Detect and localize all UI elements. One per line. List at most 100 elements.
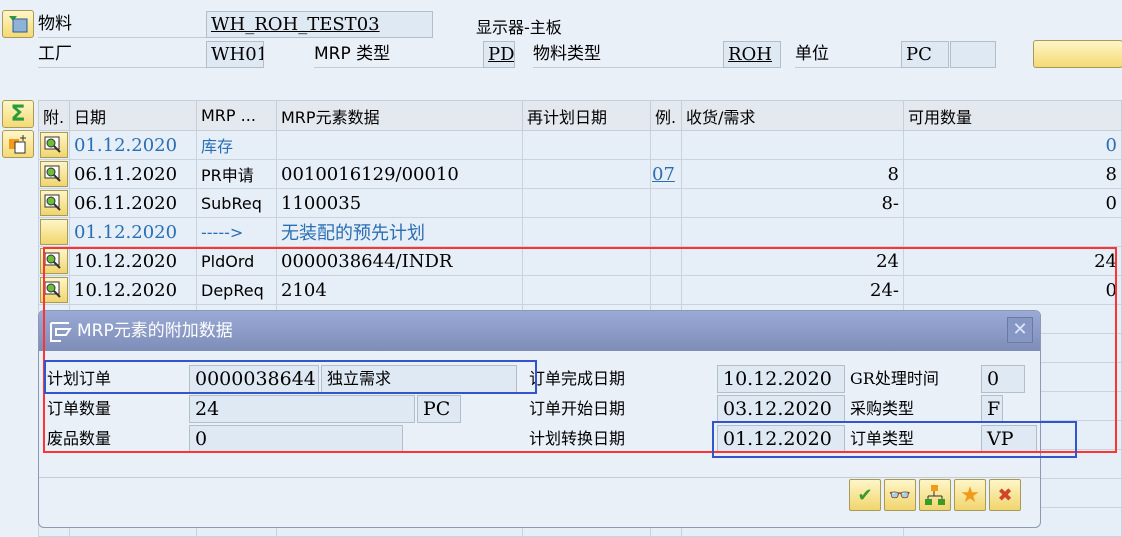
exception-cell[interactable] [650,275,682,305]
magnifier-details-icon [44,136,61,153]
exception-cell[interactable] [650,188,682,218]
reschedule-date-cell [522,217,651,247]
attach-cell[interactable] [38,130,70,160]
mrp-element-data-cell: 0000038644/INDR [276,246,523,276]
col-reschedule-date[interactable]: 再计划日期 [522,100,651,131]
col-available-qty[interactable]: 可用数量 [903,100,1122,131]
mrp-type-field[interactable]: PD [483,41,515,68]
details-icon-button[interactable] [40,161,68,187]
mrp-element-data-cell [276,130,523,160]
exception-cell[interactable] [650,130,682,160]
order-qty-field[interactable]: 24 [189,395,415,423]
favorite-button[interactable]: ★ [954,479,986,511]
attach-cell[interactable] [38,217,70,247]
conversion-date-label: 计划转换日期 [529,429,626,448]
details-icon-button[interactable] [40,132,68,158]
material-toggle-button[interactable] [2,10,34,38]
col-exception[interactable]: 例. [650,100,682,131]
reschedule-date-cell [522,159,651,189]
table-row[interactable]: 06.11.2020 PR申请 0010016129/00010 07 8 8 [38,159,1122,189]
gr-time-label: GR处理时间 [850,369,939,388]
col-receipt-requirement[interactable]: 收货/需求 [681,100,904,131]
additional-data-dialog: MRP元素的附加数据 ✕ 计划订单 0000038644 独立需求 订单数量 2… [38,310,1041,528]
receipt-requirement-cell: 24 [681,246,904,276]
header-action-button[interactable] [1033,40,1122,68]
material-description: 显示器-主板 [476,18,562,37]
cancel-button[interactable]: ✖ [989,479,1021,511]
material-field[interactable]: WH_ROH_TEST03 [206,11,433,38]
reschedule-date-cell [522,188,651,218]
gr-time-field[interactable]: 0 [981,365,1025,393]
material-value: WH_ROH_TEST03 [211,14,380,35]
material-type-value: ROH [728,44,773,65]
start-date-label: 订单开始日期 [529,399,626,418]
mrp-element-data-cell: 0010016129/00010 [276,159,523,189]
date-cell: 06.11.2020 [69,159,197,189]
highlight-red-box [43,247,1117,453]
table-row[interactable]: 01.12.2020 库存 0 [38,130,1122,160]
display-button[interactable]: 👓 [884,479,916,511]
mrp-element-cell: DepReq [196,275,277,305]
procurement-type-field[interactable]: F [981,395,1003,423]
finish-date-field[interactable]: 10.12.2020 [717,365,845,393]
col-mrp-element[interactable]: MRP ... [196,100,277,131]
highlight-blue-box-planned-order [44,360,537,394]
hierarchy-button[interactable] [919,479,951,511]
highlight-blue-box-order-type [712,421,1077,458]
exception-cell[interactable] [650,217,682,247]
table-row[interactable]: 10.12.2020 PldOrd 0000038644/INDR 24 24 [38,246,1122,276]
reschedule-date-cell [522,130,651,160]
order-type-field[interactable]: VP [981,425,1037,453]
date-cell: 01.12.2020 [69,130,197,160]
date-cell: 10.12.2020 [69,275,197,305]
magnifier-details-icon [44,281,61,298]
mrp-type-label: MRP 类型 [314,42,484,68]
conversion-date-field[interactable]: 01.12.2020 [717,425,845,453]
unit-extra-field[interactable] [950,41,996,68]
confirm-button[interactable]: ✔ [849,479,881,511]
dialog-divider [39,477,1040,478]
magnifier-details-icon [44,194,61,211]
dialog-title-bar[interactable]: MRP元素的附加数据 ✕ [39,311,1040,351]
mrp-element-cell: 库存 [196,130,277,160]
order-qty-unit-field[interactable]: PC [417,395,461,423]
mrp-element-cell: PldOrd [196,246,277,276]
available-qty-cell: 24 [903,246,1122,276]
dialog-close-button[interactable]: ✕ [1007,317,1033,343]
date-cell: 01.12.2020 [69,217,197,247]
plant-field[interactable]: WH01 [206,41,264,68]
exception-link[interactable]: 07 [652,163,675,185]
mrp-element-cell: -----> [196,217,277,247]
attach-cell[interactable] [38,159,70,189]
glasses-icon: 👓 [888,484,912,506]
planned-order-field[interactable]: 0000038644 [189,365,319,393]
table-row[interactable]: 01.12.2020 -----> 无装配的预先计划 [38,217,1122,247]
attach-cell[interactable] [38,188,70,218]
exception-cell[interactable]: 07 [650,159,682,189]
available-qty-cell [903,217,1122,247]
empty-icon-button[interactable] [40,219,68,245]
new-window-button[interactable] [2,130,34,158]
sum-button[interactable]: Σ [2,100,34,128]
details-icon-button[interactable] [40,190,68,216]
col-mrp-element-data[interactable]: MRP元素数据 [276,100,523,131]
planned-order-label: 计划订单 [47,369,112,388]
scrap-qty-field[interactable]: 0 [189,425,403,453]
available-qty-cell: 0 [903,275,1122,305]
material-type-field[interactable]: ROH [723,41,781,68]
available-qty-cell: 0 [903,130,1122,160]
col-date[interactable]: 日期 [69,100,197,131]
table-row[interactable]: 06.11.2020 SubReq 1100035 8- 0 [38,188,1122,218]
order-qty-label: 订单数量 [47,399,112,418]
start-date-field[interactable]: 03.12.2020 [717,395,845,423]
unit-field[interactable]: PC [901,41,949,68]
finish-date-label: 订单完成日期 [529,369,626,388]
date-cell: 06.11.2020 [69,188,197,218]
procurement-type-label: 采购类型 [850,399,915,418]
receipt-requirement-cell [681,217,904,247]
col-attach[interactable]: 附. [38,100,70,131]
table-row[interactable]: 10.12.2020 DepReq 2104 24- 0 [38,275,1122,305]
plant-label: 工厂 [38,42,208,68]
unit-label: 单位 [795,42,901,68]
magnifier-details-icon [44,165,61,182]
